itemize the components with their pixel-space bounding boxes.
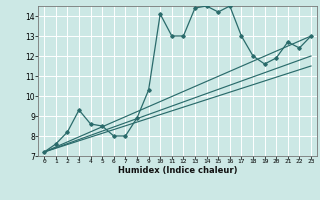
X-axis label: Humidex (Indice chaleur): Humidex (Indice chaleur) [118,166,237,175]
